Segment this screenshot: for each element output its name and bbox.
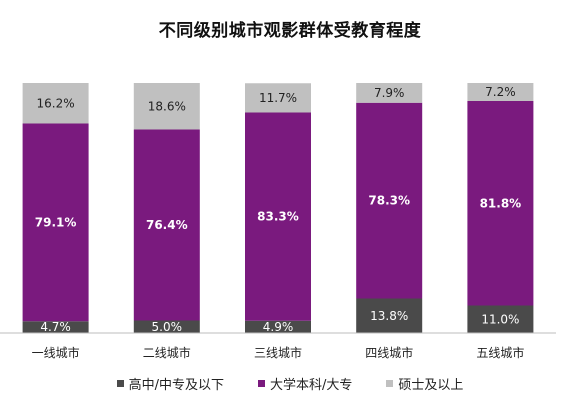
x-tick-label-3: 三线城市 xyxy=(254,345,302,360)
legend-label-bachelor: 大学本科/大专 xyxy=(269,378,353,393)
legend-item-bachelor: 大学本科/大专 xyxy=(257,374,353,393)
bar-segment-high-school-3 xyxy=(245,320,311,333)
data-label-bachelor-1: 79.1% xyxy=(35,215,77,229)
bar-segment-bachelor-2 xyxy=(133,129,200,321)
bar-segment-master-5 xyxy=(467,83,534,101)
x-tick-label-4: 四线城市 xyxy=(365,345,413,360)
data-label-master-1: 16.2% xyxy=(37,96,75,110)
data-label-master-4: 7.9% xyxy=(374,86,405,100)
legend-label-high-school: 高中/中专及以下 xyxy=(128,378,224,393)
bar-segment-bachelor-3 xyxy=(245,112,311,321)
data-label-bachelor-5: 81.8% xyxy=(480,196,522,210)
data-label-master-5: 7.2% xyxy=(485,85,516,99)
bar-segment-bachelor-4 xyxy=(356,102,423,299)
data-label-bachelor-3: 83.3% xyxy=(257,210,299,224)
data-label-master-3: 11.7% xyxy=(259,91,297,105)
data-label-bachelor-2: 76.4% xyxy=(146,218,188,232)
bar-segment-high-school-4 xyxy=(356,298,423,333)
x-tick-label-1: 一线城市 xyxy=(32,345,80,360)
bar-segment-high-school-2 xyxy=(133,320,200,333)
data-label-high-school-5: 11.0% xyxy=(481,312,519,326)
bar-segment-high-school-1 xyxy=(22,321,89,333)
bar-segment-master-1 xyxy=(22,83,89,124)
bar-segment-high-school-5 xyxy=(467,305,534,333)
bar-segment-bachelor-1 xyxy=(22,123,89,322)
bar-segment-master-4 xyxy=(356,83,423,103)
legend-item-high-school: 高中/中专及以下 xyxy=(116,374,224,393)
data-label-master-2: 18.6% xyxy=(148,99,186,113)
x-tick-label-2: 二线城市 xyxy=(143,345,191,360)
bar-segment-master-2 xyxy=(133,83,200,130)
bar-segment-bachelor-5 xyxy=(467,101,534,306)
legend-item-master: 硕士及以上 xyxy=(386,374,463,393)
legend-swatch-master xyxy=(386,380,394,387)
legend-swatch-high-school xyxy=(116,380,124,387)
legend-swatch-bachelor xyxy=(257,380,265,387)
data-label-bachelor-4: 78.3% xyxy=(368,194,410,208)
data-label-high-school-4: 13.8% xyxy=(370,309,408,323)
legend-label-master: 硕士及以上 xyxy=(398,378,464,393)
bar-segment-master-3 xyxy=(245,83,311,113)
data-label-high-school-3: 4.9% xyxy=(263,320,294,334)
data-label-high-school-1: 4.7% xyxy=(40,320,71,334)
data-label-high-school-2: 5.0% xyxy=(152,320,183,334)
x-tick-label-5: 五线城市 xyxy=(476,345,524,360)
legend: 高中/中专及以下 大学本科/大专 硕士及以上 xyxy=(0,374,580,393)
chart-title: 不同级别城市观影群体受教育程度 xyxy=(158,21,422,41)
